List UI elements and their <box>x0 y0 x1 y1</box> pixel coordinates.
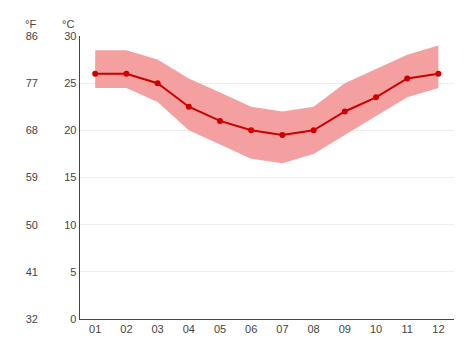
svg-text:59: 59 <box>26 171 38 183</box>
svg-text:30: 30 <box>64 30 76 42</box>
svg-text:10: 10 <box>64 219 76 231</box>
svg-text:86: 86 <box>26 30 38 42</box>
svg-text:°C: °C <box>62 18 74 30</box>
svg-text:07: 07 <box>276 323 288 335</box>
svg-text:68: 68 <box>26 124 38 136</box>
svg-text:15: 15 <box>64 171 76 183</box>
svg-text:03: 03 <box>151 323 163 335</box>
svg-text:20: 20 <box>64 124 76 136</box>
svg-text:11: 11 <box>401 323 412 335</box>
svg-text:08: 08 <box>307 323 319 335</box>
svg-text:10: 10 <box>370 323 382 335</box>
svg-text:02: 02 <box>120 323 132 335</box>
svg-text:04: 04 <box>183 323 195 335</box>
svg-text:01: 01 <box>89 323 101 335</box>
svg-text:05: 05 <box>214 323 226 335</box>
svg-text:50: 50 <box>26 219 38 231</box>
svg-text:09: 09 <box>339 323 351 335</box>
svg-text:°F: °F <box>25 18 36 30</box>
svg-text:41: 41 <box>26 266 38 278</box>
svg-text:77: 77 <box>26 77 38 89</box>
svg-text:25: 25 <box>64 77 76 89</box>
svg-text:06: 06 <box>245 323 257 335</box>
svg-text:5: 5 <box>70 266 76 278</box>
svg-text:0: 0 <box>70 313 76 325</box>
svg-text:12: 12 <box>432 323 444 335</box>
svg-text:32: 32 <box>26 313 38 325</box>
